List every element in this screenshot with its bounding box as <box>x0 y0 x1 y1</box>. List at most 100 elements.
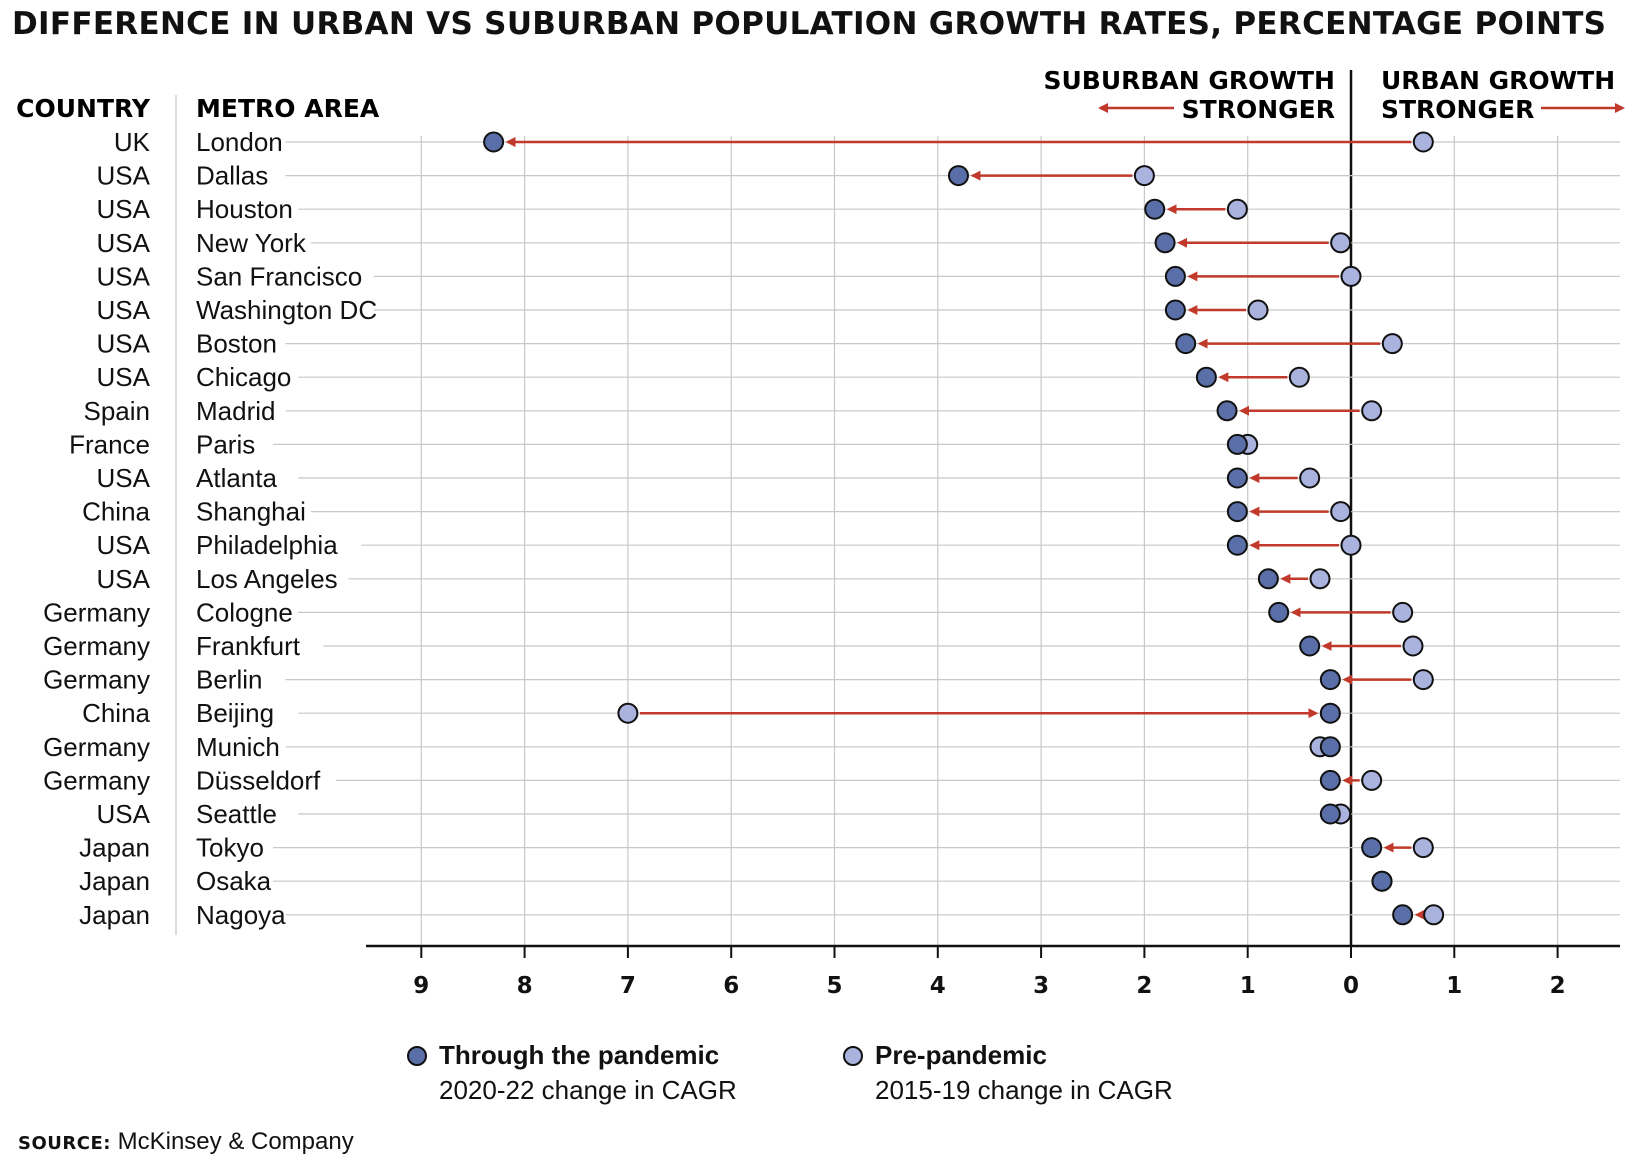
pre-pandemic-point <box>1381 333 1403 355</box>
through-pandemic-point <box>1144 198 1166 220</box>
metro-label: Atlanta <box>196 463 277 493</box>
metro-label: Osaka <box>196 866 272 896</box>
country-label: USA <box>97 530 151 560</box>
chart-canvas: UK London USA Dallas USA Houston USA New York US… <box>16 66 1625 999</box>
through-pandemic-point <box>1319 803 1341 825</box>
metro-label: Houston <box>196 194 293 224</box>
metro-label: Madrid <box>196 396 275 426</box>
pre-pandemic-point <box>1247 299 1269 321</box>
source-label: SOURCE: <box>18 1133 111 1154</box>
pre-pandemic-point <box>1226 198 1248 220</box>
country-label: USA <box>97 564 151 594</box>
metro-label: Munich <box>196 732 280 762</box>
country-label: Germany <box>43 631 150 661</box>
through-pandemic-point <box>1319 702 1341 724</box>
country-label: Germany <box>43 765 150 795</box>
pre-pandemic-point <box>1423 904 1445 926</box>
x-tick-label: 2 <box>1550 973 1566 999</box>
metro-label: Frankfurt <box>196 631 301 661</box>
x-tick-label: 1 <box>1240 973 1256 999</box>
metro-label: Los Angeles <box>196 564 338 594</box>
metro-label: New York <box>196 228 307 258</box>
through-pandemic-point <box>1226 501 1248 523</box>
country-label: Germany <box>43 665 150 695</box>
pre-pandemic-point <box>1288 366 1310 388</box>
metro-label: Dallas <box>196 161 268 191</box>
through-pandemic-point <box>1154 232 1176 254</box>
country-label: China <box>82 497 150 527</box>
metro-label: Chicago <box>196 362 291 392</box>
through-pandemic-point <box>1175 333 1197 355</box>
through-pandemic-point <box>483 131 505 153</box>
through-pandemic-point <box>1268 601 1290 623</box>
metro-label: London <box>196 127 283 157</box>
country-label: Germany <box>43 732 150 762</box>
through-pandemic-point <box>1319 736 1341 758</box>
country-label: Japan <box>79 833 150 863</box>
country-label: USA <box>97 463 151 493</box>
metro-label: Philadelphia <box>196 530 338 560</box>
through-pandemic-point <box>1226 433 1248 455</box>
through-pandemic-point <box>947 165 969 187</box>
country-label: USA <box>97 799 151 829</box>
pre-pandemic-dot-icon <box>843 1046 863 1066</box>
pre-pandemic-point <box>617 702 639 724</box>
data-points <box>483 131 1445 926</box>
source-text: McKinsey & Company <box>117 1128 354 1155</box>
legend-pre-subtitle: 2015-19 change in CAGR <box>875 1075 1173 1105</box>
pre-pandemic-point <box>1299 467 1321 489</box>
x-tick-label: 4 <box>930 973 946 999</box>
country-label: UK <box>114 127 151 157</box>
x-tick-label: 8 <box>517 973 533 999</box>
suburban-header-line2: STRONGER <box>1182 95 1335 124</box>
x-tick-label: 1 <box>1446 973 1462 999</box>
country-label: USA <box>97 194 151 224</box>
metro-label: Seattle <box>196 799 277 829</box>
x-tick-label: 0 <box>1343 973 1359 999</box>
through-pandemic-dot-icon <box>407 1046 427 1066</box>
legend-through-subtitle: 2020-22 change in CAGR <box>439 1075 737 1105</box>
x-tick-label: 3 <box>1033 973 1049 999</box>
metro-label: Shanghai <box>196 497 306 527</box>
x-tick-label: 5 <box>826 973 842 999</box>
country-label: USA <box>97 228 151 258</box>
x-tick-label: 9 <box>413 973 429 999</box>
through-pandemic-point <box>1195 366 1217 388</box>
pre-pandemic-point <box>1340 534 1362 556</box>
country-label: Japan <box>79 866 150 896</box>
pre-pandemic-point <box>1402 635 1424 657</box>
metro-label: Düsseldorf <box>196 765 321 795</box>
country-header: COUNTRY <box>16 94 151 123</box>
pre-pandemic-point <box>1412 837 1434 859</box>
country-label: Spain <box>84 396 151 426</box>
through-pandemic-point <box>1257 568 1279 590</box>
through-pandemic-point <box>1319 769 1341 791</box>
metro-label: Tokyo <box>196 833 264 863</box>
pre-pandemic-point <box>1392 601 1414 623</box>
pre-pandemic-point <box>1412 669 1434 691</box>
pre-pandemic-point <box>1361 769 1383 791</box>
through-pandemic-point <box>1392 904 1414 926</box>
country-label: USA <box>97 362 151 392</box>
grid-lines <box>273 70 1620 946</box>
through-pandemic-point <box>1216 400 1238 422</box>
chart-title: DIFFERENCE IN URBAN VS SUBURBAN POPULATI… <box>12 6 1607 42</box>
metro-label: Berlin <box>196 665 262 695</box>
through-pandemic-point <box>1319 669 1341 691</box>
row-labels: UK London USA Dallas USA Houston USA New York US… <box>43 127 377 930</box>
legend-pre-title: Pre-pandemic <box>875 1040 1047 1070</box>
x-tick-label: 2 <box>1136 973 1152 999</box>
x-axis: 9 8 7 6 5 4 3 2 1 0 1 2 <box>366 944 1620 999</box>
suburban-header-line1: SUBURBAN GROWTH <box>1043 66 1335 95</box>
through-pandemic-point <box>1371 870 1393 892</box>
pre-pandemic-point <box>1340 265 1362 287</box>
through-pandemic-point <box>1299 635 1321 657</box>
pre-pandemic-point <box>1330 501 1352 523</box>
country-label: Germany <box>43 597 150 627</box>
change-arrows <box>505 137 1425 920</box>
metro-label: Beijing <box>196 698 274 728</box>
x-tick-label: 6 <box>723 973 739 999</box>
legend-through-title: Through the pandemic <box>439 1040 720 1070</box>
metro-label: Nagoya <box>196 900 286 930</box>
urban-header-line2: STRONGER <box>1381 95 1534 124</box>
